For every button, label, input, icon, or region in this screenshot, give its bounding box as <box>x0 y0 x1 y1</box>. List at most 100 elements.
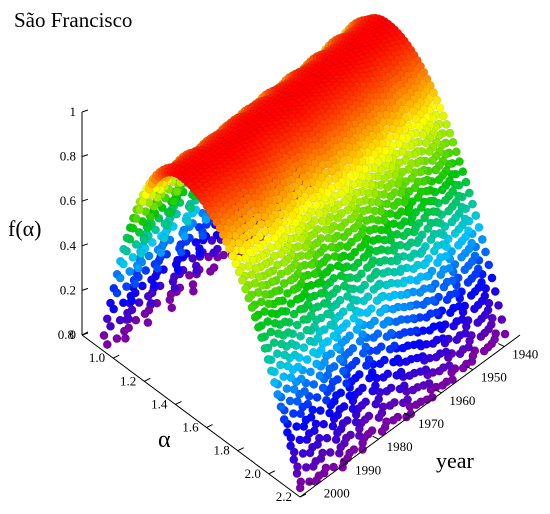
surface-point <box>143 318 153 327</box>
surface-point <box>169 197 179 207</box>
surface-point <box>280 350 289 360</box>
surface-point <box>371 399 381 409</box>
z-tick-mark <box>81 109 89 113</box>
surface-point <box>140 235 149 245</box>
surface-point <box>497 315 507 324</box>
surface-point <box>253 322 263 332</box>
surface-point <box>315 406 325 415</box>
surface-point <box>365 373 374 383</box>
surface-point <box>198 231 208 241</box>
surface-point <box>186 203 196 213</box>
surface-point <box>464 188 474 198</box>
alpha-axis-ticks: 0.8 1.0 1.2 1.4 1.6 1.8 2.0 2.2 <box>58 327 307 504</box>
surface-point <box>476 332 486 342</box>
surface-point <box>276 360 285 370</box>
surface-point <box>416 203 426 212</box>
surface-point <box>266 366 276 376</box>
surface-point <box>450 229 460 238</box>
surface-point <box>327 242 337 252</box>
surface-point <box>296 331 305 341</box>
surface-point <box>115 315 125 325</box>
alpha-tick-label: 2.0 <box>245 466 261 481</box>
surface-point <box>314 208 324 218</box>
alpha-tick-label: 0.8 <box>58 327 74 342</box>
surface-point <box>473 318 483 328</box>
year-tick-label: 1940 <box>512 347 538 362</box>
year-tick-label: 1990 <box>355 462 381 477</box>
surface-point <box>301 462 311 472</box>
surface-point <box>438 111 448 121</box>
surface-point <box>474 222 484 232</box>
surface-point <box>306 367 315 377</box>
surface-point <box>106 321 115 331</box>
surface-point <box>267 308 277 318</box>
surface-point <box>395 384 405 394</box>
surface-point <box>166 208 176 218</box>
surface-point <box>423 224 433 234</box>
surface-point <box>338 366 348 376</box>
surface-point <box>270 318 280 328</box>
alpha-tick-label: 2.2 <box>276 489 292 504</box>
year-axis-label: year <box>436 448 475 473</box>
surface-point <box>122 246 132 256</box>
surface-point <box>455 349 465 359</box>
alpha-tick-label: 1.0 <box>89 350 105 365</box>
surface-point <box>298 449 308 458</box>
surface-point <box>334 448 344 458</box>
surface-point <box>354 431 364 441</box>
surface-point <box>295 483 305 493</box>
surface-point <box>346 302 355 312</box>
surface-point <box>141 266 151 275</box>
surface-point <box>311 200 321 210</box>
surface-point <box>130 279 140 289</box>
surface-point <box>127 296 137 306</box>
surface-point <box>325 448 335 457</box>
surface-point <box>339 281 349 291</box>
chart-title: São Francisco <box>14 8 132 32</box>
surface-point <box>490 287 500 296</box>
z-tick-label: 0.8 <box>60 149 76 164</box>
surface-point <box>317 216 327 226</box>
surface-point <box>481 247 490 257</box>
year-tick-label: 1980 <box>387 439 413 454</box>
surface-point <box>247 303 257 312</box>
surface-point <box>118 298 128 308</box>
alpha-tick-label: 1.2 <box>120 373 136 388</box>
surface-point <box>131 315 141 325</box>
surface-point <box>374 413 384 423</box>
surface-point <box>362 263 372 273</box>
surface-point <box>305 336 315 346</box>
surface-point <box>115 273 125 283</box>
surface-point <box>153 264 163 273</box>
surface-point <box>167 303 177 313</box>
surface-point <box>500 329 510 339</box>
surface-point <box>297 234 307 243</box>
surface-point <box>205 266 215 276</box>
surface-point <box>128 252 138 262</box>
surface-point <box>292 469 302 478</box>
surface-point <box>435 103 445 113</box>
surface-point <box>99 331 109 340</box>
surface-point <box>209 248 219 258</box>
surface-point <box>102 340 112 349</box>
surface-point <box>292 320 302 330</box>
surface-point <box>343 291 352 301</box>
year-tick-label: 1970 <box>418 416 444 431</box>
surface-point <box>260 343 270 353</box>
surface-point <box>329 331 339 341</box>
z-tick-label: 1 <box>70 104 77 119</box>
surface-point <box>305 186 315 196</box>
surface-point <box>149 280 159 290</box>
surface-point <box>442 120 451 129</box>
surface-point <box>348 404 358 414</box>
surface-point <box>283 288 292 298</box>
surface-point <box>328 421 338 431</box>
surface-point <box>326 320 336 330</box>
surface-point <box>289 309 299 319</box>
surface-point <box>426 235 436 245</box>
surface-point <box>315 371 325 381</box>
surface-point <box>172 187 182 197</box>
alpha-tick-label: 1.6 <box>182 420 199 435</box>
surface-point <box>451 147 461 157</box>
surface-point <box>309 379 319 389</box>
